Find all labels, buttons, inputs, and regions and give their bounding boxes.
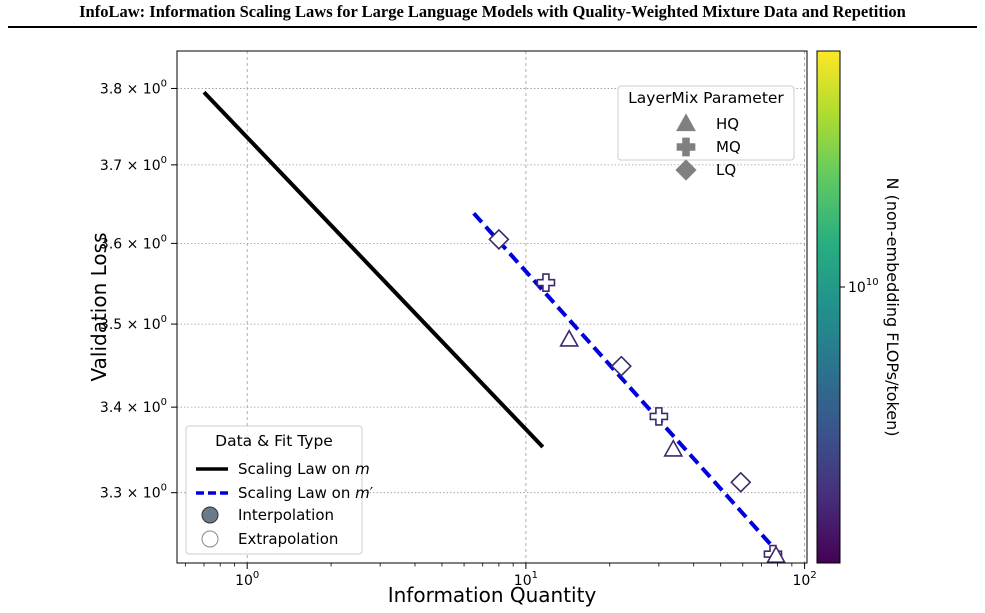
legend-line-solid-label: Scaling Law on m — [238, 460, 370, 478]
point-lq — [730, 471, 752, 493]
paper-header-title: InfoLaw: Information Scaling Laws for La… — [79, 2, 906, 21]
colorbar-gradient — [816, 50, 841, 564]
legend-types-title: Data & Fit Type — [215, 432, 333, 450]
legend-markers-box — [617, 85, 795, 161]
point-lq — [610, 355, 632, 377]
fit-line-m-prime — [472, 211, 777, 551]
x-axis-label: Information Quantity — [388, 583, 597, 607]
point-mq — [649, 407, 669, 426]
legend-line-dashed-label: Scaling Law on m′ — [238, 484, 374, 502]
legend-marker-lq — [675, 159, 697, 181]
plot-frame — [176, 50, 808, 564]
legend-marker-label-lq: LQ — [716, 161, 736, 179]
colorbar: 1010 N (non-embedding FLOPs/token) — [816, 50, 902, 564]
legend-types-box — [185, 425, 363, 555]
fit-line-m — [202, 90, 545, 449]
data-points — [488, 228, 786, 564]
x-tick-label: 100 — [235, 570, 259, 589]
x-axis-ticks: 100 101 102 — [184, 563, 817, 589]
y-tick-label: 3.8 × 100 — [100, 78, 167, 97]
legend-extrapolation-label: Extrapolation — [238, 530, 338, 548]
point-hq — [663, 438, 684, 457]
legend-marker-label-mq: MQ — [716, 138, 741, 156]
x-tick-label: 102 — [793, 570, 817, 589]
point-mq — [536, 273, 556, 292]
legend-extrapolation-marker — [201, 530, 219, 548]
y-tick-label: 3.3 × 100 — [100, 483, 167, 502]
fit-lines — [202, 90, 777, 551]
legend-interpolation-marker — [201, 506, 219, 524]
point-lq — [488, 228, 510, 250]
y-tick-label: 3.4 × 100 — [100, 397, 167, 416]
legend-marker-mq — [676, 137, 696, 157]
y-axis-label: Validation Loss — [87, 233, 111, 382]
legend-marker-label-hq: HQ — [716, 115, 739, 133]
point-hq — [766, 545, 786, 563]
y-tick-label: 3.6 × 100 — [100, 233, 167, 252]
point-hq — [559, 329, 580, 347]
legend-types: Data & Fit Type Scaling Law on m Scaling… — [185, 425, 374, 555]
x-tick-label: 101 — [514, 570, 538, 589]
legend-markers: LayerMix Parameter HQ MQ LQ — [617, 85, 795, 181]
header-rule — [8, 26, 977, 28]
y-tick-label: 3.7 × 100 — [100, 155, 167, 174]
legend-interpolation-label: Interpolation — [238, 506, 334, 524]
legend-markers-title: LayerMix Parameter — [628, 89, 784, 107]
colorbar-label: N (non-embedding FLOPs/token) — [883, 178, 902, 437]
y-axis-ticks: 3.3 × 100 3.4 × 100 3.5 × 100 3.6 × 100 3.7 … — [100, 78, 177, 502]
y-tick-label: 3.5 × 100 — [100, 314, 167, 333]
colorbar-tick-label: 1010 — [848, 277, 879, 296]
legend-marker-hq — [676, 113, 696, 132]
